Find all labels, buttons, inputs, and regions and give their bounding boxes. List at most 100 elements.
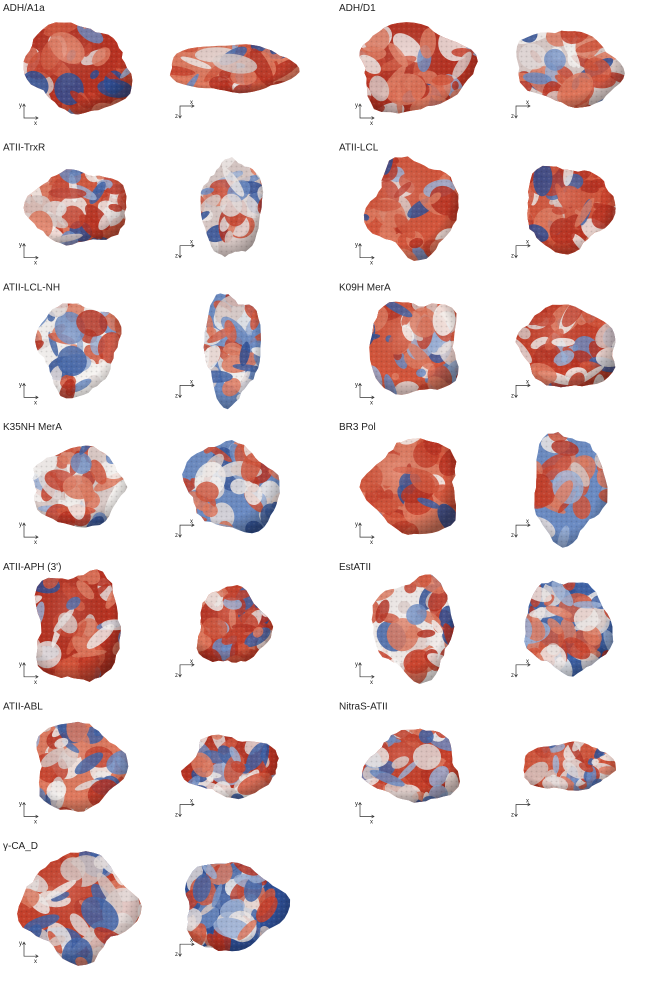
axis-label: y [355, 802, 358, 808]
axis-arrows [514, 662, 531, 678]
surface-patches [363, 156, 459, 261]
axis-label: x [526, 379, 529, 385]
panel: BR3 Pol y x z x [339, 422, 608, 548]
surface-patches [35, 303, 122, 399]
axis-label: x [370, 261, 373, 267]
panel: ATII-TrxR y x z x [3, 143, 264, 267]
axis-label: z [511, 673, 514, 679]
axis-label: x [34, 680, 37, 686]
axis-label: z [175, 254, 178, 260]
surface-patches [181, 734, 279, 800]
axis-label: x [190, 659, 193, 665]
panel-label: ADH/D1 [339, 3, 376, 14]
axis-label: z [511, 254, 514, 260]
axis-label: x [370, 121, 373, 127]
axis-label: x [34, 540, 37, 546]
axis-label: x [190, 379, 193, 385]
panel: ADH/A1a y x z x [3, 3, 300, 127]
panel: ATII-LCL y x z x [339, 143, 616, 267]
axis-label: x [34, 959, 37, 965]
panel-label: NitraS-ATII [339, 702, 388, 713]
axis-label: z [175, 813, 178, 819]
axis-label: z [175, 673, 178, 679]
panel-label: K35NH MerA [3, 422, 62, 433]
axis-label: x [34, 400, 37, 406]
axis-label: y [19, 662, 22, 668]
panel-label: ATII-LCL [339, 143, 379, 154]
axis-label: y [19, 243, 22, 249]
axis-label: y [19, 103, 22, 109]
panel: ATII-LCL-NH y x z x [3, 282, 261, 410]
axis-label: x [526, 799, 529, 805]
surface-patches [534, 432, 608, 548]
panel-label: ADH/A1a [3, 3, 45, 14]
axis-label: x [526, 240, 529, 246]
surface-patches [524, 580, 614, 677]
axis-arrows [178, 942, 195, 957]
surface-patches [515, 304, 616, 388]
axis-label: x [190, 938, 193, 944]
axis-label: x [190, 799, 193, 805]
surface-patches [371, 574, 455, 685]
panel: ADH/D1 y x z x [339, 3, 625, 127]
axis-label: y [19, 522, 22, 528]
panel: NitraS-ATII y x z x [339, 702, 616, 826]
surface-patches [185, 862, 291, 952]
axis-arrows [514, 802, 531, 818]
axis-arrows [22, 941, 39, 959]
panel-label: EstATII [339, 562, 371, 573]
axis-arrows [358, 801, 375, 819]
axis-label: y [355, 382, 358, 388]
axis-label: z [511, 813, 514, 819]
surface-patches [36, 721, 129, 812]
axis-arrows [514, 104, 531, 119]
axis-label: y [355, 103, 358, 109]
surface-patches [196, 585, 274, 663]
axis-label: z [175, 533, 178, 539]
axis-label: z [175, 393, 178, 399]
panel-label: BR3 Pol [339, 422, 376, 433]
axis-arrows [178, 802, 195, 818]
panel: EstATII y x z x [339, 562, 614, 686]
panel: γ-CA_Dy x z x [3, 841, 291, 966]
axis-arrows [178, 243, 195, 259]
axis-label: x [370, 680, 373, 686]
surface-patches [182, 440, 280, 534]
axis-label: x [190, 100, 193, 106]
panel-label: ATII-TrxR [3, 143, 45, 154]
panel: K09H MerA y x z x [339, 282, 616, 406]
axis-label: x [370, 820, 373, 826]
axis-arrows [22, 103, 39, 120]
panel-label: γ-CA_D [3, 841, 38, 852]
surface-patches [527, 165, 616, 255]
axis-arrows [358, 662, 375, 679]
axis-label: x [526, 659, 529, 665]
axis-arrows [178, 383, 195, 399]
axis-label: x [526, 519, 529, 525]
surface-patches [369, 301, 459, 395]
axis-label: x [190, 519, 193, 525]
axis-arrows [178, 523, 195, 538]
surface-patches [34, 569, 121, 682]
axis-arrows [22, 382, 39, 400]
axis-arrows [22, 801, 39, 819]
axis-label: y [19, 382, 22, 388]
axis-label: x [370, 400, 373, 406]
panel: ATII-ABL y x z x [3, 702, 279, 826]
axis-arrows [178, 104, 195, 119]
panel: ATII-APH (3') y x z x [3, 562, 274, 686]
axis-label: y [355, 522, 358, 528]
axis-arrows [514, 523, 531, 538]
surface-patches [169, 44, 300, 94]
panel: K35NH MerA y x z x [3, 422, 280, 546]
axis-label: y [355, 662, 358, 668]
axis-label: z [175, 114, 178, 120]
axis-label: z [511, 533, 514, 539]
axis-arrows [22, 662, 39, 679]
axis-label: x [370, 540, 373, 546]
axis-arrows [358, 243, 375, 260]
axis-label: z [511, 114, 514, 120]
axis-arrows [358, 522, 375, 539]
panel-label: ATII-ABL [3, 702, 43, 713]
